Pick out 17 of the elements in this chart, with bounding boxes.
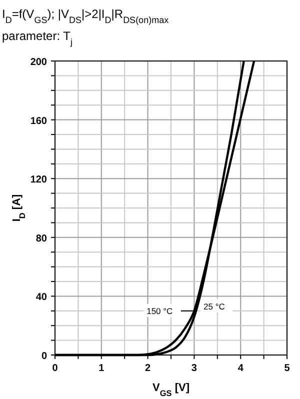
x-tick-label: 0 — [52, 363, 58, 374]
x-tick-label: 4 — [238, 363, 244, 374]
x-axis-title: V$_{GS}$ [V] — [152, 382, 190, 398]
annotation: 150 °C — [146, 306, 173, 316]
x-tick-label: 3 — [191, 363, 198, 374]
annotation: 25 °C — [204, 301, 225, 312]
y-tick-label: 160 — [30, 116, 48, 127]
chart-title: I$_{D}$=f(V$_{GS}$); |V$_{DS}$|>2|I$_{D}$|R$_{DS(on)max}$ — [2, 7, 169, 25]
chart-subtitle: parameter: T$_{j}$ — [2, 29, 72, 47]
y-tick-label: 0 — [41, 351, 48, 362]
y-tick-label: 40 — [36, 292, 48, 304]
y-tick-label: 120 — [30, 174, 48, 186]
y-tick-label: 200 — [30, 57, 48, 68]
x-tick-label: 2 — [145, 363, 152, 374]
x-tick-label: 5 — [284, 363, 290, 374]
x-tick-label: 1 — [98, 363, 105, 374]
y-tick-label: 80 — [36, 233, 48, 244]
